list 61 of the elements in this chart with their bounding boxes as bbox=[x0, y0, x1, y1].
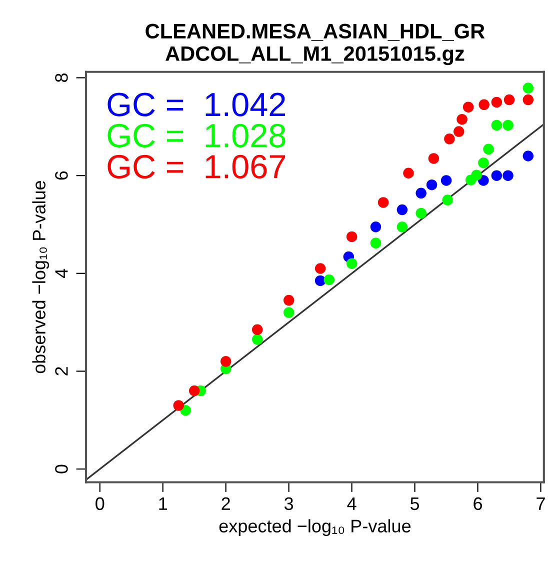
point bbox=[428, 153, 440, 164]
point bbox=[504, 94, 515, 106]
point bbox=[324, 274, 335, 286]
y-tick-label: 2 bbox=[55, 367, 68, 376]
x-tick-label: 1 bbox=[159, 497, 167, 510]
point bbox=[471, 170, 482, 180]
y-tick-label: 8 bbox=[55, 74, 68, 82]
point bbox=[370, 222, 382, 232]
point bbox=[522, 82, 534, 94]
point bbox=[283, 294, 294, 306]
point bbox=[491, 96, 502, 108]
point bbox=[416, 208, 426, 219]
point bbox=[173, 400, 184, 411]
x-tick-label: 4 bbox=[347, 497, 356, 510]
x-tick-label: 0 bbox=[96, 497, 104, 510]
point bbox=[440, 175, 452, 186]
point bbox=[491, 120, 502, 131]
text: GC = 1.042 bbox=[108, 92, 286, 116]
x-tick-label: 3 bbox=[284, 497, 294, 510]
x-tick-label: 6 bbox=[474, 497, 482, 510]
point bbox=[522, 94, 534, 106]
point bbox=[456, 114, 468, 125]
x-tick-label: 5 bbox=[410, 497, 420, 510]
y-tick-label: 0 bbox=[55, 464, 68, 474]
point bbox=[188, 385, 200, 396]
point bbox=[444, 134, 455, 144]
point bbox=[478, 157, 489, 168]
point bbox=[478, 99, 490, 110]
point bbox=[491, 170, 502, 181]
point bbox=[416, 188, 426, 199]
y-tick-label: 4 bbox=[55, 268, 68, 278]
point bbox=[314, 263, 326, 274]
point bbox=[502, 120, 514, 131]
point bbox=[403, 168, 414, 179]
point bbox=[252, 324, 263, 336]
point bbox=[483, 144, 494, 155]
y-tick-label: 6 bbox=[55, 171, 68, 180]
x-axis-title: expected −log₁₀ P-value bbox=[219, 519, 411, 536]
x-tick-label: 2 bbox=[222, 497, 230, 510]
point bbox=[370, 238, 382, 248]
point bbox=[378, 197, 389, 208]
point bbox=[522, 150, 534, 162]
text: GC = 1.028 bbox=[108, 124, 286, 148]
point bbox=[478, 175, 489, 186]
point bbox=[252, 334, 263, 345]
point bbox=[462, 102, 474, 112]
y-axis-title: observed −log₁₀ P-value bbox=[32, 180, 50, 374]
point bbox=[314, 275, 326, 286]
point bbox=[502, 170, 514, 181]
x-tick-label: 7 bbox=[536, 497, 545, 510]
chart-title: CLEANED.MESA_ASIAN_HDL_GR ADCOL_ALL_M1_20151015.gz bbox=[146, 24, 485, 66]
point bbox=[396, 222, 408, 232]
text: GC = 1.067 bbox=[108, 154, 286, 179]
point bbox=[346, 231, 358, 242]
point bbox=[283, 307, 294, 318]
point bbox=[220, 356, 232, 367]
point bbox=[442, 194, 453, 206]
point bbox=[426, 179, 438, 190]
point bbox=[453, 126, 464, 137]
point bbox=[396, 204, 408, 216]
point bbox=[346, 258, 358, 269]
